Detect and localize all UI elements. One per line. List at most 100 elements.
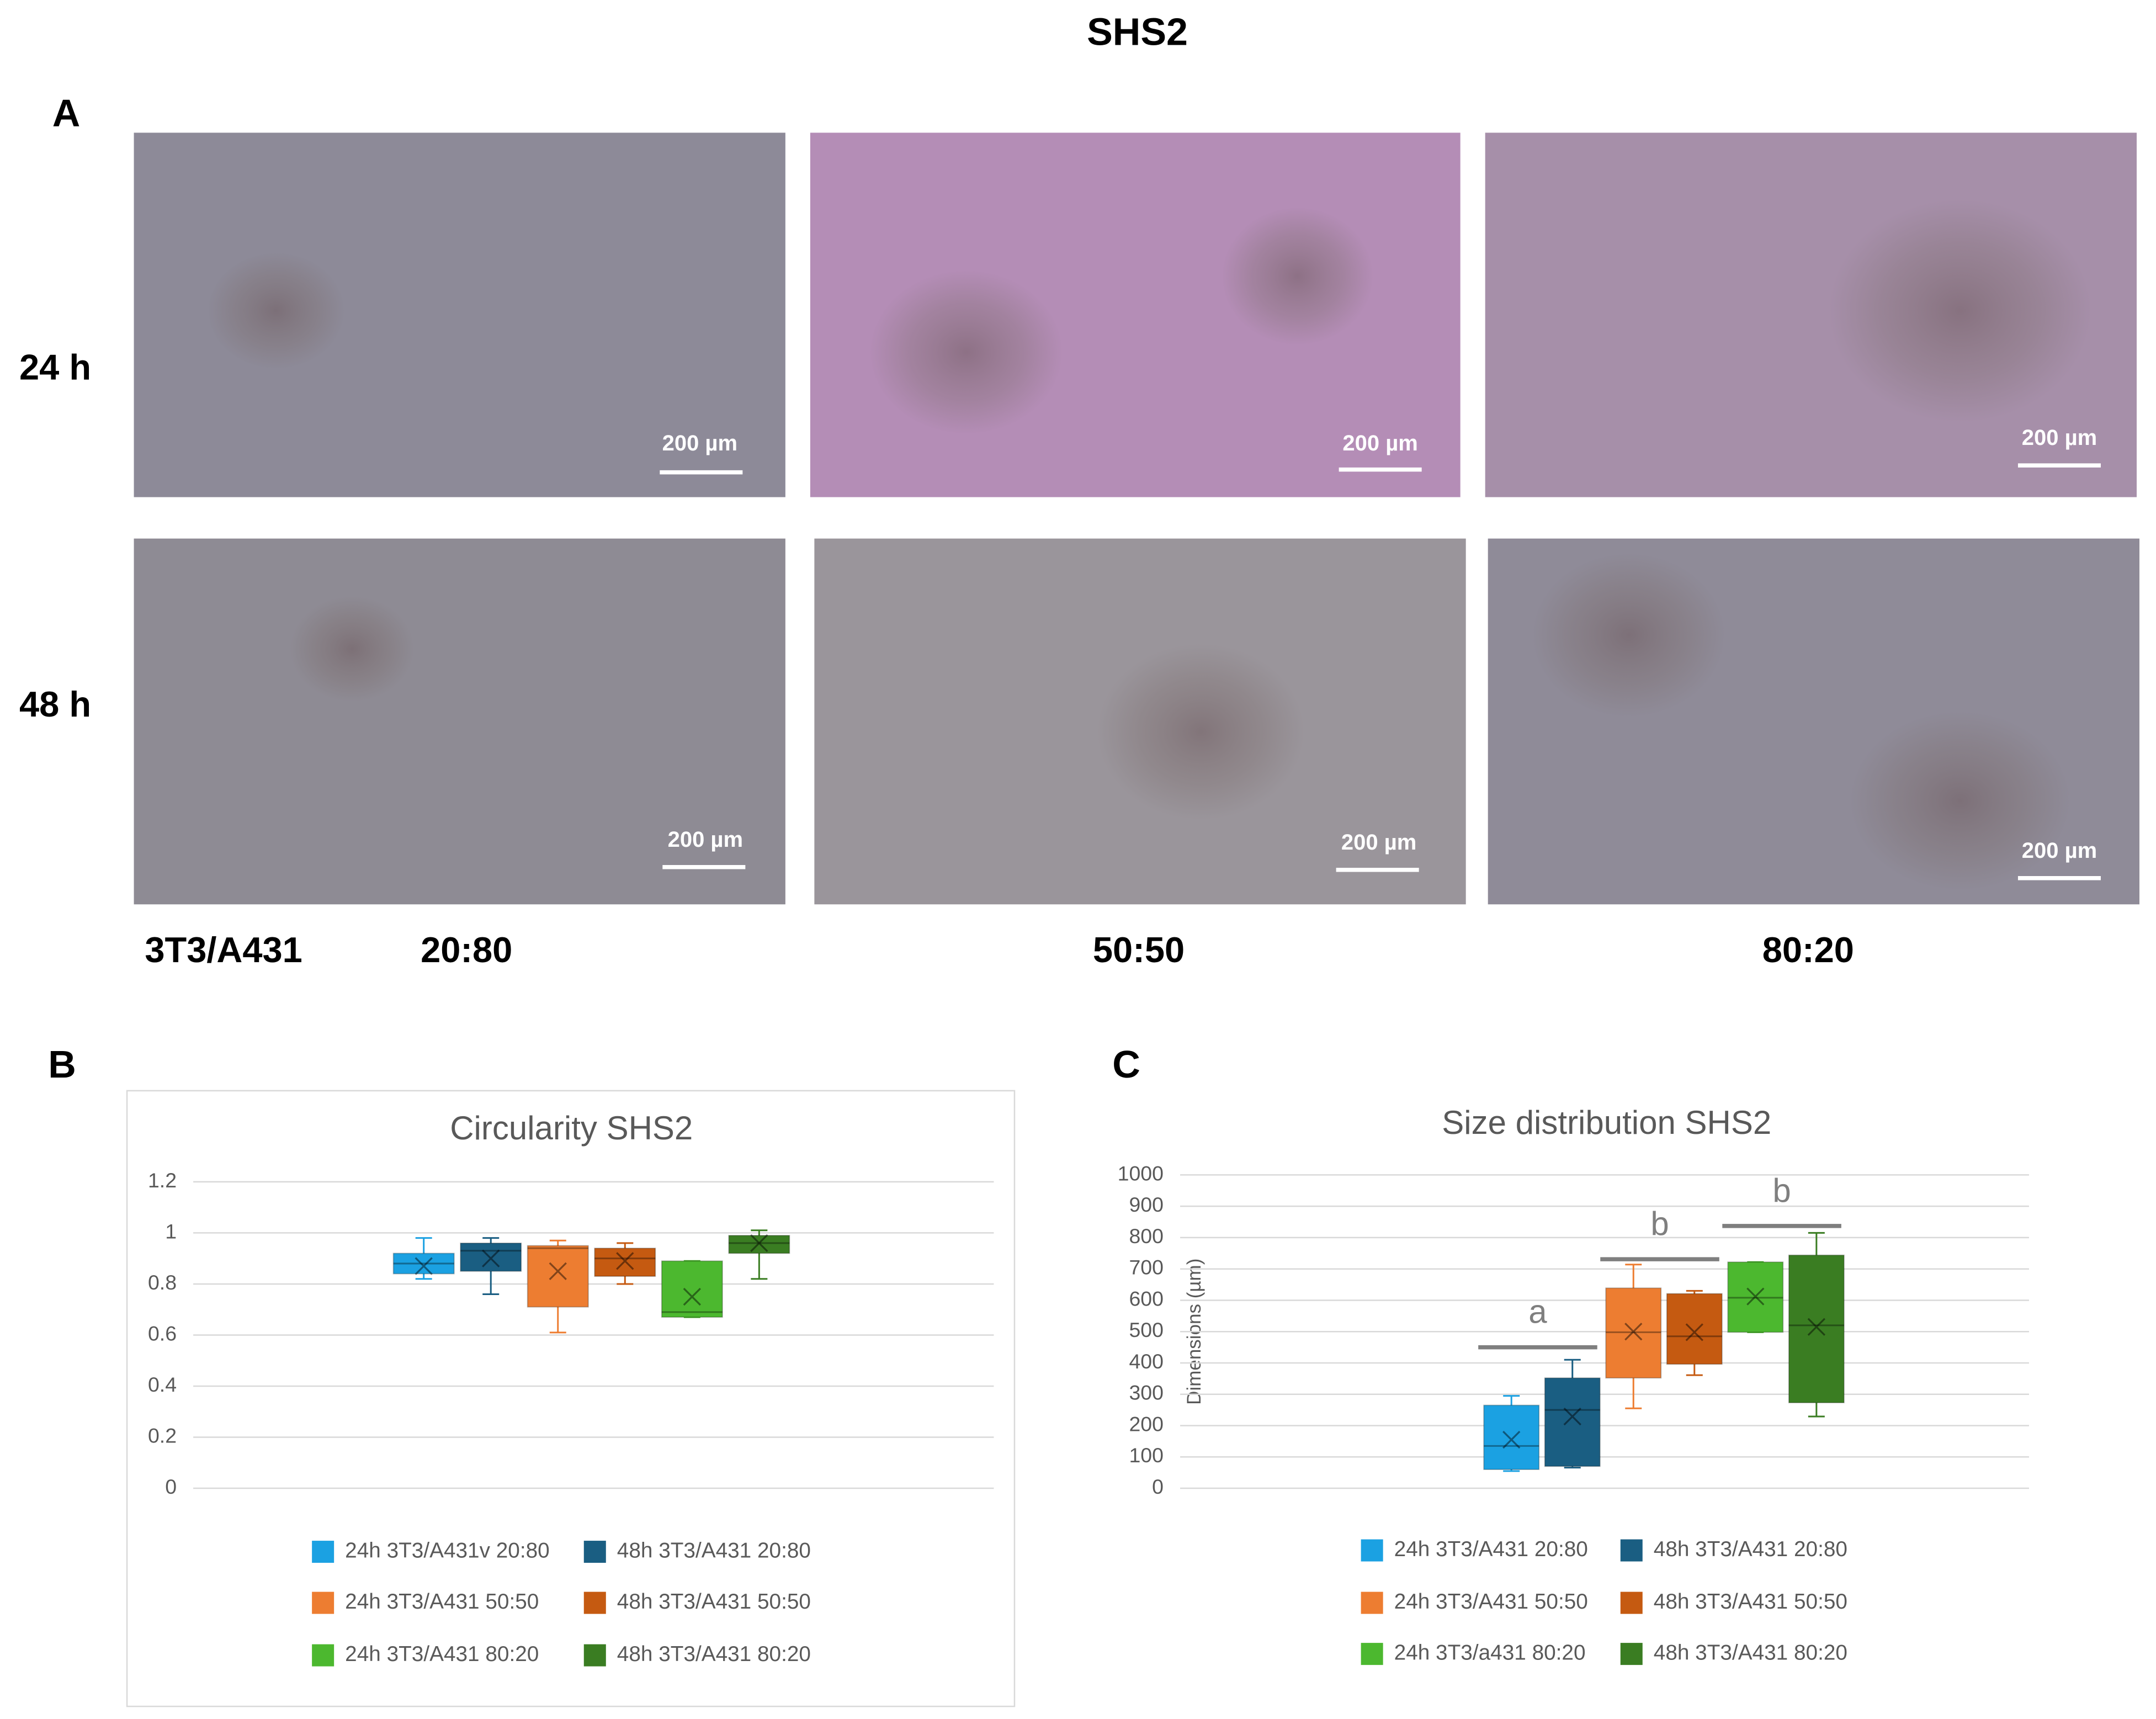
mean-marker [1685, 1323, 1703, 1341]
mean-marker [1746, 1287, 1765, 1306]
y-tick-label: 1000 [1118, 1161, 1164, 1185]
box [1788, 1254, 1845, 1404]
mean-marker [1624, 1323, 1643, 1341]
legend-swatch [583, 1591, 606, 1614]
chart-title: Circularity SHS2 [450, 1110, 693, 1147]
box [1544, 1377, 1601, 1467]
legend-swatch [1620, 1643, 1643, 1665]
panel-label: B [48, 1043, 76, 1086]
y-tick-label: 200 [1129, 1412, 1164, 1435]
spheroid [1829, 199, 2091, 422]
legend-label: 24h 3T3/A431 50:50 [1394, 1590, 1588, 1614]
spheroid [290, 596, 415, 702]
chart-title: Size distribution SHS2 [1442, 1104, 1771, 1141]
box [1605, 1287, 1662, 1379]
mean-marker [1563, 1407, 1581, 1426]
column-label: 20:80 [421, 930, 512, 970]
spheroid [1849, 711, 2070, 891]
legend-label: 48h 3T3/A431 80:20 [1654, 1641, 1847, 1664]
column-label: 80:20 [1762, 930, 1854, 970]
scale-bar-label: 200 µm [668, 827, 743, 852]
box [1483, 1404, 1540, 1470]
legend-swatch [583, 1644, 606, 1667]
spheroid [869, 270, 1063, 434]
figure-title: SHS2 [1087, 10, 1188, 53]
mean-marker [616, 1252, 634, 1270]
legend-swatch [312, 1541, 334, 1563]
legend-label: 24h 3T3/A431 80:20 [345, 1642, 539, 1666]
row-label: 24 h [19, 347, 91, 388]
y-tick-label: 0.4 [148, 1373, 177, 1396]
y-tick-label: 400 [1129, 1350, 1164, 1373]
row-label: 48 h [19, 684, 91, 724]
mean-marker [1502, 1430, 1521, 1449]
legend-swatch [312, 1591, 334, 1614]
box [661, 1260, 723, 1318]
box [392, 1253, 455, 1275]
mean-marker [750, 1234, 768, 1253]
scale-bar-label: 200 µm [1342, 431, 1417, 455]
legend-label: 24h 3T3/A431 50:50 [345, 1590, 539, 1614]
scale-bar-label: 200 µm [662, 431, 737, 455]
ratio-label: 3T3/A431 [145, 930, 302, 970]
annotation-label: a [1528, 1293, 1547, 1330]
box [460, 1242, 522, 1272]
chart-frame [126, 1090, 1016, 1707]
legend-label: 24h 3T3/A431 20:80 [1394, 1537, 1588, 1561]
y-tick-label: 0 [1152, 1475, 1164, 1498]
spheroid [1532, 553, 1725, 718]
y-tick-label: 500 [1129, 1318, 1164, 1341]
y-tick-label: 900 [1129, 1193, 1164, 1216]
y-tick-label: 100 [1129, 1444, 1164, 1467]
y-tick-label: 1 [165, 1219, 177, 1243]
y-tick-label: 800 [1129, 1224, 1164, 1248]
legend-label: 24h 3T3/A431v 20:80 [345, 1538, 550, 1562]
panel-label: C [1112, 1043, 1140, 1086]
legend-swatch [1361, 1591, 1383, 1614]
legend-swatch [312, 1644, 334, 1667]
mean-marker [482, 1249, 500, 1267]
panel-label: A [52, 92, 81, 135]
micrograph [134, 538, 785, 905]
annotation-label: b [1650, 1205, 1669, 1242]
mean-marker [1807, 1318, 1825, 1336]
y-tick-label: 0 [165, 1475, 177, 1498]
legend-label: 48h 3T3/A431 20:80 [1654, 1537, 1847, 1561]
scale-bar-label: 200 µm [2022, 839, 2097, 863]
annotation-label: b [1772, 1172, 1791, 1209]
legend-swatch [1620, 1591, 1643, 1614]
box [527, 1245, 589, 1308]
spheroid [1222, 207, 1374, 346]
legend-swatch [1620, 1539, 1643, 1562]
y-tick-label: 0.8 [148, 1271, 177, 1294]
legend-swatch [583, 1541, 606, 1563]
box [728, 1235, 790, 1254]
y-tick-label: 0.2 [148, 1424, 177, 1447]
box [594, 1248, 656, 1277]
y-tick-label: 700 [1129, 1256, 1164, 1279]
legend-label: 48h 3T3/A431 50:50 [1654, 1590, 1847, 1614]
y-tick-label: 600 [1129, 1287, 1164, 1310]
scale-bar-label: 200 µm [1341, 830, 1416, 855]
legend-swatch [1361, 1643, 1383, 1665]
y-tick-label: 1.2 [148, 1169, 177, 1192]
legend-label: 24h 3T3/a431 80:20 [1394, 1641, 1586, 1664]
spheroid [1097, 644, 1305, 820]
column-label: 50:50 [1093, 930, 1185, 970]
micrographs: 200 µm 200 µm 200 µm 200 µm 200 µm 200 µm [134, 132, 2139, 905]
spheroid [207, 252, 346, 370]
box [1727, 1261, 1784, 1333]
legend-label: 48h 3T3/A431 20:80 [617, 1538, 811, 1562]
mean-marker [549, 1262, 567, 1280]
y-tick-label: 300 [1129, 1381, 1164, 1404]
legend-label: 48h 3T3/A431 80:20 [617, 1642, 811, 1666]
mean-marker [415, 1257, 433, 1275]
mean-marker [683, 1287, 701, 1306]
scale-bar-label: 200 µm [2022, 426, 2097, 450]
y-tick-label: 0.6 [148, 1322, 177, 1345]
box [1666, 1293, 1723, 1365]
legend-label: 48h 3T3/A431 50:50 [617, 1590, 811, 1614]
charts: Circularity SHS2 0 0.2 0.4 0.6 0.8 1 1.2 24h 3T3… [148, 1104, 2029, 1667]
